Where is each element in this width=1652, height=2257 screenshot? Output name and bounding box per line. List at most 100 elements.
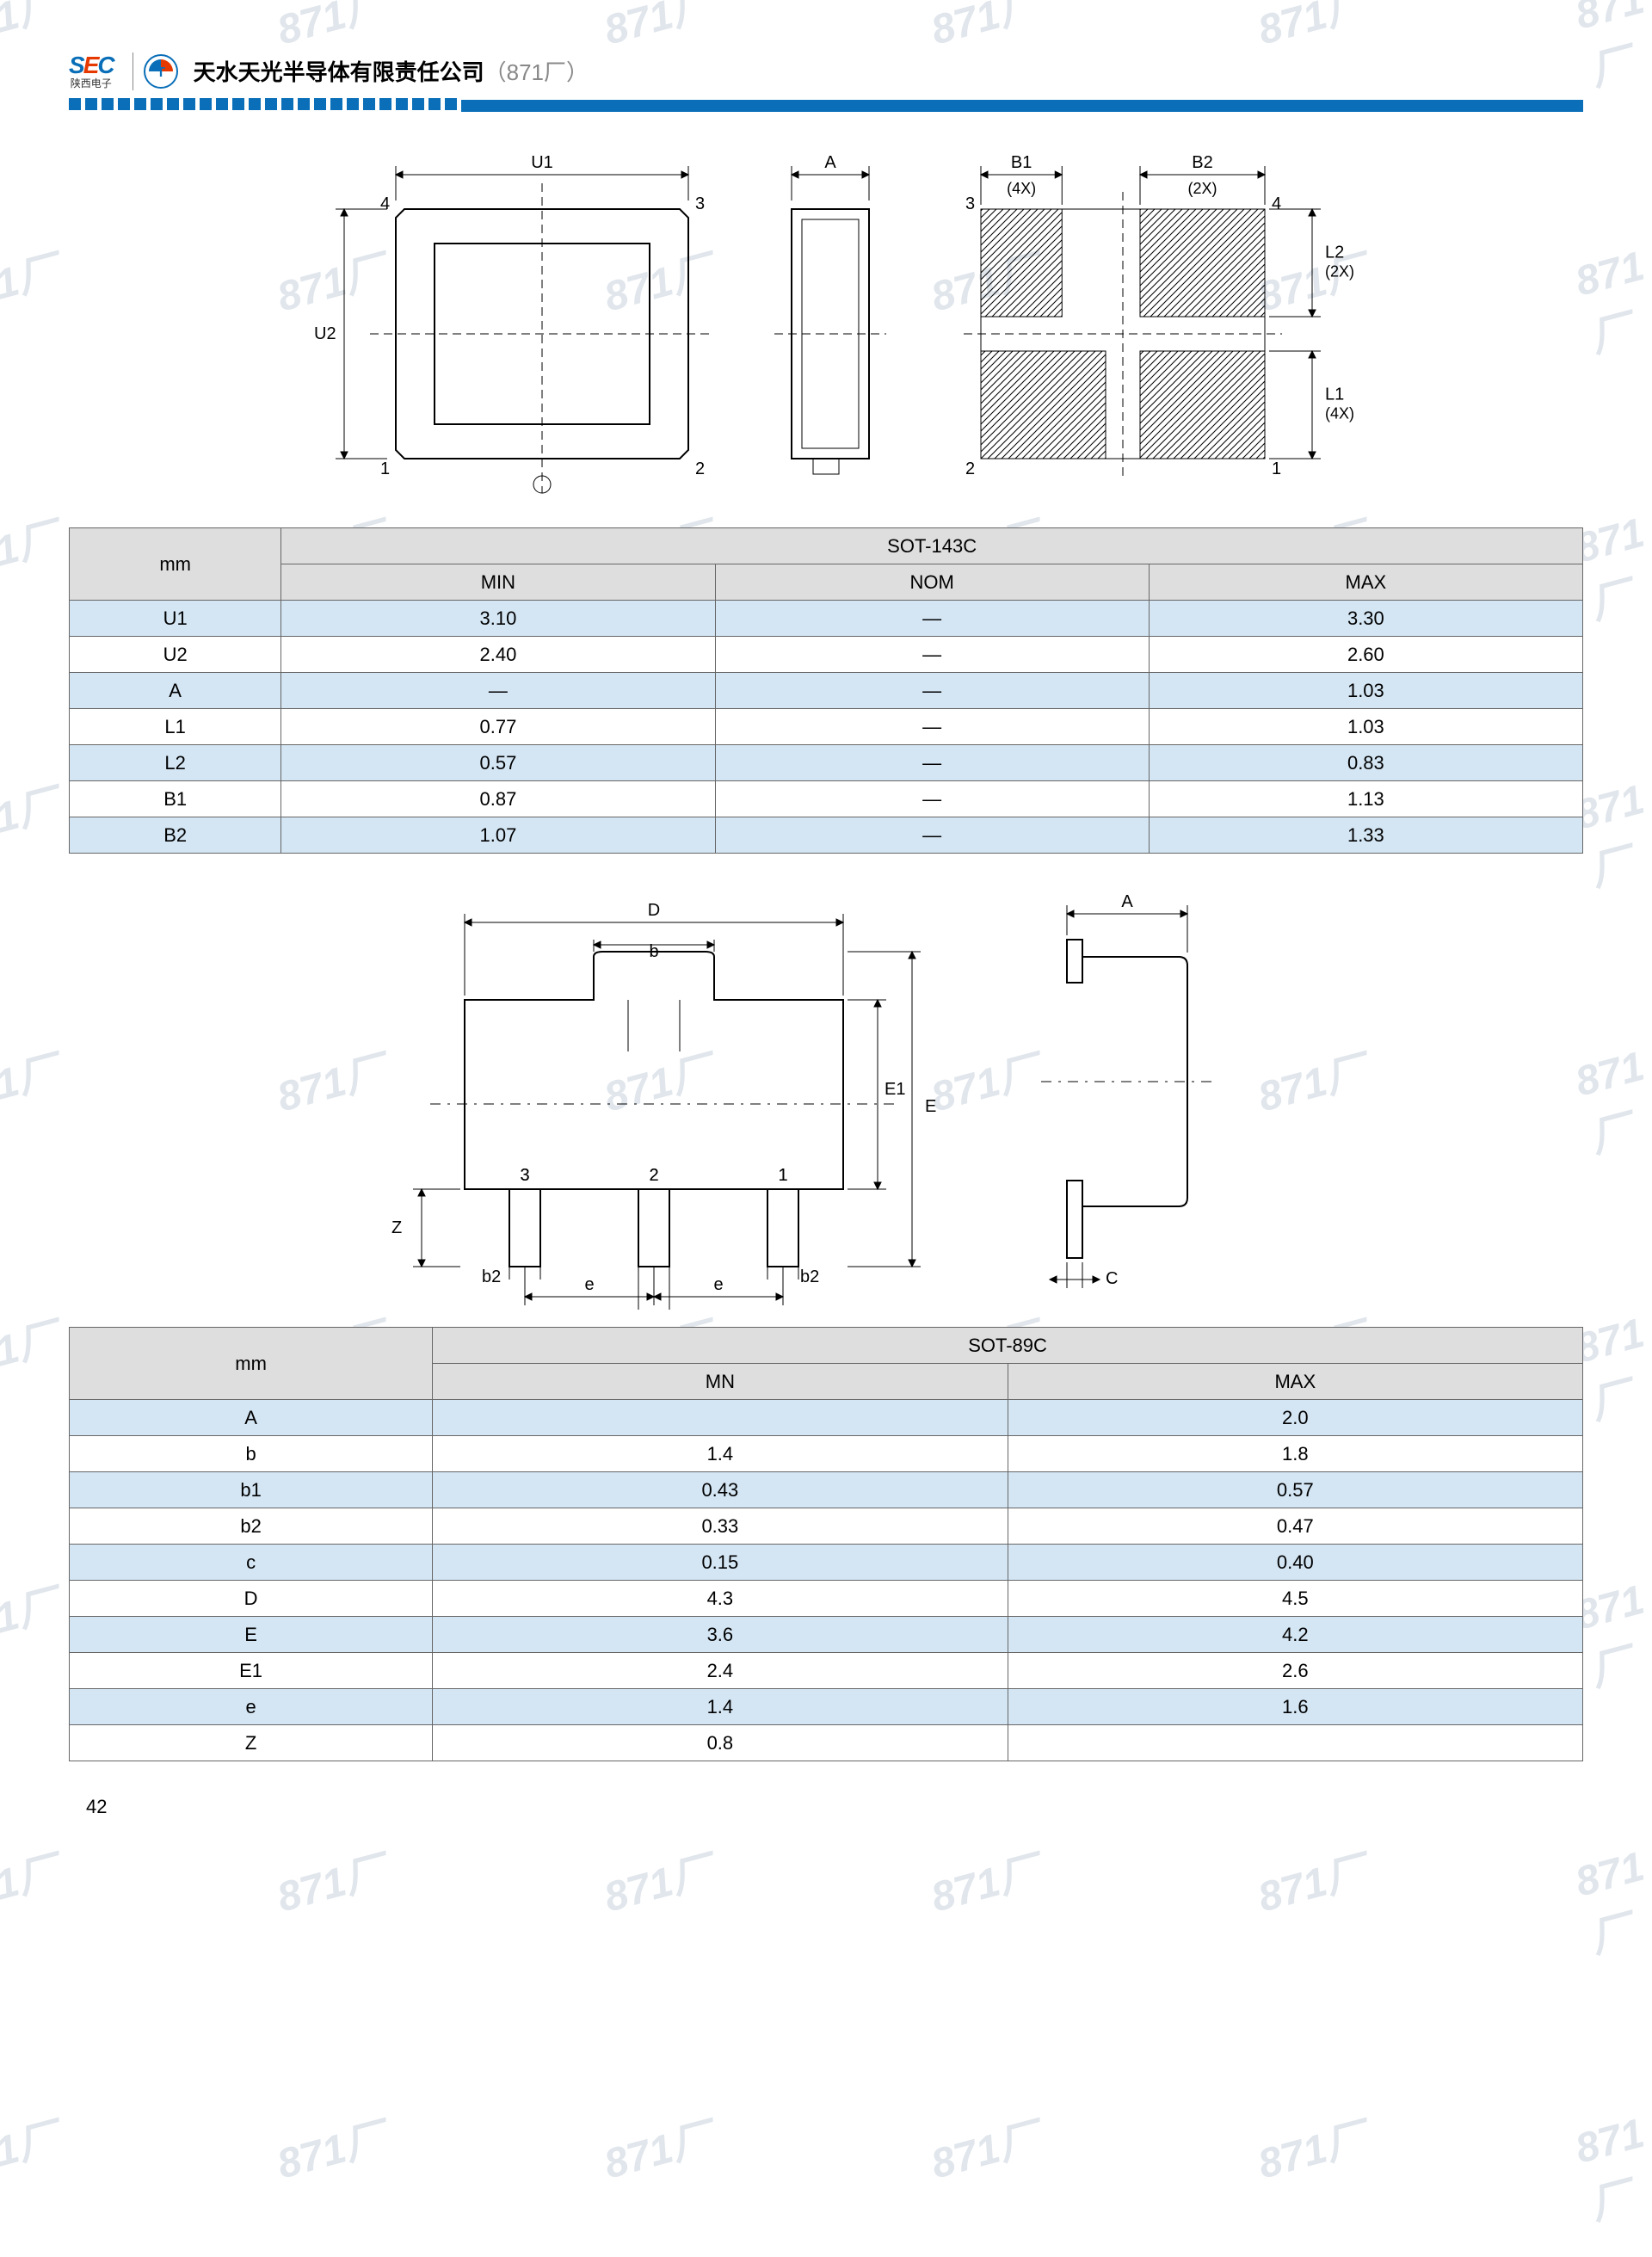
svg-text:C: C xyxy=(1106,1269,1118,1288)
table-cell: 0.57 xyxy=(281,745,715,781)
table-cell: 0.87 xyxy=(281,781,715,817)
table-cell: — xyxy=(715,745,1149,781)
table-cell: — xyxy=(715,637,1149,673)
table-cell: 0.40 xyxy=(1008,1545,1582,1581)
svg-text:2: 2 xyxy=(695,459,705,478)
table-cell xyxy=(1008,1725,1582,1761)
table-row: B21.07—1.33 xyxy=(70,817,1583,854)
table-cell: — xyxy=(715,817,1149,854)
svg-text:(2X): (2X) xyxy=(1187,180,1217,197)
table-row: b1.41.8 xyxy=(70,1436,1583,1472)
svg-text:A: A xyxy=(1121,892,1133,911)
svg-text:L2: L2 xyxy=(1325,244,1344,262)
svg-text:e: e xyxy=(584,1275,594,1294)
svg-text:B1: B1 xyxy=(1011,153,1032,172)
svg-text:Z: Z xyxy=(391,1218,402,1237)
table-row: A——1.03 xyxy=(70,673,1583,709)
table-cell: 0.8 xyxy=(433,1725,1008,1761)
diagram-sot89c: 321321DbEE1Zeeb1b2b2AC xyxy=(69,879,1583,1310)
table-cell: 2.6 xyxy=(1008,1653,1582,1689)
table-unit: mm xyxy=(70,1328,433,1400)
table-row: E12.42.6 xyxy=(70,1653,1583,1689)
table-cell: 0.77 xyxy=(281,709,715,745)
table-title: SOT-143C xyxy=(281,528,1583,564)
svg-text:T: T xyxy=(157,65,165,80)
svg-text:2: 2 xyxy=(649,1166,658,1185)
table-cell: 3.10 xyxy=(281,601,715,637)
table-row-label: b xyxy=(70,1436,433,1472)
table-row: D4.34.5 xyxy=(70,1581,1583,1617)
svg-text:1: 1 xyxy=(778,1166,787,1185)
logo-sec-sub: 陕西电子 xyxy=(71,76,112,90)
header-accent-bar xyxy=(69,97,1583,114)
table-row-label: U1 xyxy=(70,601,281,637)
table-row-label: D xyxy=(70,1581,433,1617)
table-col-header: MN xyxy=(433,1364,1008,1400)
table-cell: 1.4 xyxy=(433,1689,1008,1725)
table-cell: 2.40 xyxy=(281,637,715,673)
svg-text:3: 3 xyxy=(695,194,705,213)
svg-text:B2: B2 xyxy=(1192,153,1212,172)
table-row-label: L1 xyxy=(70,709,281,745)
table-row: L20.57—0.83 xyxy=(70,745,1583,781)
table-cell: 1.03 xyxy=(1149,709,1582,745)
table-col-header: MAX xyxy=(1008,1364,1582,1400)
svg-text:L1: L1 xyxy=(1325,385,1344,404)
svg-text:b2: b2 xyxy=(800,1267,819,1286)
svg-text:b: b xyxy=(649,942,658,961)
table-row-label: U2 xyxy=(70,637,281,673)
table-cell: 0.47 xyxy=(1008,1508,1582,1545)
table-row: c0.150.40 xyxy=(70,1545,1583,1581)
table-row: b10.430.57 xyxy=(70,1472,1583,1508)
svg-text:1: 1 xyxy=(1272,459,1281,478)
svg-text:E1: E1 xyxy=(885,1080,905,1099)
table-title: SOT-89C xyxy=(433,1328,1583,1364)
table-cell: 1.8 xyxy=(1008,1436,1582,1472)
table-col-header: MIN xyxy=(281,564,715,601)
title-main: 天水天光半导体有限责任公司 xyxy=(194,59,484,85)
table-cell: 2.4 xyxy=(433,1653,1008,1689)
svg-text:4: 4 xyxy=(380,194,390,213)
table-sot89c: mmSOT-89CMNMAXA2.0b1.41.8b10.430.57b20.3… xyxy=(69,1327,1583,1761)
svg-text:3: 3 xyxy=(965,194,975,213)
table-cell xyxy=(433,1400,1008,1436)
page-header: SEC 陕西电子 T 天水天光半导体有限责任公司（871厂） xyxy=(69,52,1583,90)
table-cell: — xyxy=(715,709,1149,745)
table-cell: 3.6 xyxy=(433,1617,1008,1653)
table-row-label: Z xyxy=(70,1725,433,1761)
table-row-label: B1 xyxy=(70,781,281,817)
svg-text:(4X): (4X) xyxy=(1007,180,1036,197)
table-row: e1.41.6 xyxy=(70,1689,1583,1725)
table-cell: 4.5 xyxy=(1008,1581,1582,1617)
svg-text:1: 1 xyxy=(380,459,390,478)
svg-text:(4X): (4X) xyxy=(1325,405,1354,422)
svg-text:D: D xyxy=(648,901,660,920)
table-row-label: b1 xyxy=(70,1472,433,1508)
table-row-label: L2 xyxy=(70,745,281,781)
svg-text:2: 2 xyxy=(965,459,975,478)
table-row: Z0.8 xyxy=(70,1725,1583,1761)
table-cell: 4.3 xyxy=(433,1581,1008,1617)
table-cell: 0.43 xyxy=(433,1472,1008,1508)
table-cell: 0.57 xyxy=(1008,1472,1582,1508)
table-row: L10.77—1.03 xyxy=(70,709,1583,745)
table-row-label: e xyxy=(70,1689,433,1725)
svg-text:4: 4 xyxy=(1272,194,1281,213)
table-cell: 1.33 xyxy=(1149,817,1582,854)
svg-text:b2: b2 xyxy=(482,1267,501,1286)
table-row-label: A xyxy=(70,1400,433,1436)
svg-text:3: 3 xyxy=(520,1166,529,1185)
table-row: B10.87—1.13 xyxy=(70,781,1583,817)
table-cell: 1.03 xyxy=(1149,673,1582,709)
table-cell: 2.60 xyxy=(1149,637,1582,673)
table-cell: 4.2 xyxy=(1008,1617,1582,1653)
table-row-label: b2 xyxy=(70,1508,433,1545)
title-sub: （871厂） xyxy=(484,59,589,85)
table-cell: 1.6 xyxy=(1008,1689,1582,1725)
table-col-header: MAX xyxy=(1149,564,1582,601)
table-cell: — xyxy=(715,673,1149,709)
table-row: U13.10—3.30 xyxy=(70,601,1583,637)
page-number: 42 xyxy=(86,1796,1583,1818)
table-row-label: E1 xyxy=(70,1653,433,1689)
svg-text:U2: U2 xyxy=(314,324,336,343)
